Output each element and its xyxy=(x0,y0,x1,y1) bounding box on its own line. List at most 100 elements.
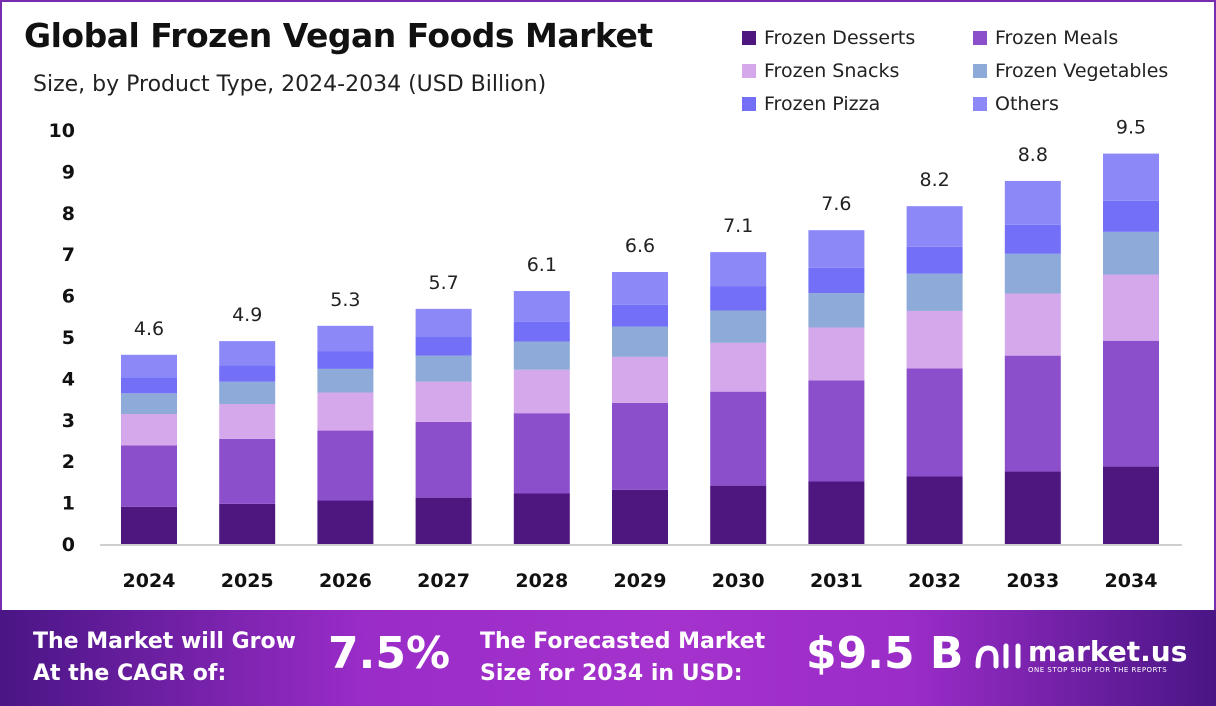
total-label: 7.1 xyxy=(723,215,753,237)
bar-segment xyxy=(612,272,668,305)
bar-segment xyxy=(219,341,276,366)
bar-segment xyxy=(121,414,177,446)
total-label: 6.1 xyxy=(527,254,557,276)
legend-item: Others xyxy=(973,92,1202,116)
logo-name: market.us xyxy=(1028,635,1188,668)
bar-segment xyxy=(1103,274,1159,341)
bar-segment xyxy=(121,445,177,507)
chart-subtitle: Size, by Product Type, 2024-2034 (USD Bi… xyxy=(33,72,547,97)
bar-segment xyxy=(906,476,963,544)
bar-segment xyxy=(219,381,276,405)
cagr-label-line1: The Market will Grow xyxy=(33,629,296,654)
logo-tagline: ONE STOP SHOP FOR THE REPORTS xyxy=(1028,666,1168,674)
x-tick-label: 2028 xyxy=(515,570,568,592)
total-label: 5.7 xyxy=(428,272,458,294)
bar-segment xyxy=(513,291,570,322)
bar-segment xyxy=(906,273,963,311)
bar-segment xyxy=(121,377,177,394)
legend-label: Frozen Pizza xyxy=(764,93,881,115)
legend-swatch xyxy=(973,97,987,111)
legend-swatch xyxy=(742,97,756,111)
bar-segment xyxy=(415,336,472,356)
total-label: 9.5 xyxy=(1116,117,1146,139)
bar-segment xyxy=(1103,340,1159,467)
x-tick-label: 2030 xyxy=(712,570,765,592)
bar-segment xyxy=(906,206,963,247)
bar-segment xyxy=(1004,471,1061,544)
bar-segment xyxy=(1004,355,1061,472)
legend-swatch xyxy=(742,64,756,78)
x-tick-label: 2031 xyxy=(810,570,863,592)
total-label: 8.8 xyxy=(1018,144,1048,166)
bar-segment xyxy=(612,402,668,490)
bar-segment xyxy=(317,500,374,544)
bar-segment xyxy=(808,380,865,482)
bar-segment xyxy=(121,354,177,378)
legend-label: Frozen Snacks xyxy=(764,60,900,82)
bar-segment xyxy=(121,506,177,544)
bar-segment xyxy=(1004,224,1061,254)
bar-segment xyxy=(513,341,570,370)
y-tick-label: 4 xyxy=(62,368,75,390)
stacked-bar-chart: 0 1 2 3 4 5 6 7 8 9 10 4.6 2024 4.9 2025 5.3 2026 5.7 2027… xyxy=(49,117,1182,592)
market-us-logo: market.us ONE STOP SHOP FOR THE REPORTS xyxy=(972,636,1187,676)
forecast-label-line2: Size for 2034 in USD: xyxy=(480,661,743,686)
bar-segment xyxy=(710,485,767,544)
bar-segment xyxy=(1004,293,1061,356)
legend-label: Frozen Meals xyxy=(995,27,1119,49)
legend-item: Frozen Vegetables xyxy=(973,59,1202,83)
logo-icon xyxy=(975,643,1021,669)
legend-swatch xyxy=(973,64,987,78)
y-tick-label: 7 xyxy=(62,244,75,266)
bar-segment xyxy=(415,308,472,337)
x-tick-label: 2032 xyxy=(908,570,961,592)
legend-item: Frozen Desserts xyxy=(742,26,973,50)
legend: Frozen Desserts Frozen Meals Frozen Snacks… xyxy=(742,26,1202,116)
total-label: 7.6 xyxy=(821,193,851,215)
cagr-label-line2: At the CAGR of: xyxy=(33,661,227,686)
x-tick-label: 2029 xyxy=(614,570,667,592)
legend-label: Frozen Vegetables xyxy=(995,60,1169,82)
total-label: 4.9 xyxy=(232,304,262,326)
legend-swatch xyxy=(742,31,756,45)
bar-segment xyxy=(612,304,668,327)
bar-segment xyxy=(415,381,472,422)
bar-segment xyxy=(808,327,865,381)
bar-segment xyxy=(513,413,570,494)
bar-segment xyxy=(612,489,668,544)
legend-item: Frozen Snacks xyxy=(742,59,973,83)
bar-segment xyxy=(415,421,472,498)
bar-segment xyxy=(513,369,570,414)
x-tick-label: 2027 xyxy=(417,570,470,592)
bar-segment xyxy=(808,230,865,268)
y-tick-label: 1 xyxy=(62,493,75,515)
bar-segment xyxy=(219,438,276,504)
bar-segment xyxy=(808,267,865,294)
bar-segment xyxy=(415,497,472,544)
total-label: 8.2 xyxy=(919,169,949,191)
legend-item: Frozen Meals xyxy=(973,26,1202,50)
y-tick-label: 0 xyxy=(62,534,75,556)
bar-segment xyxy=(219,365,276,382)
legend-label: Frozen Desserts xyxy=(764,27,916,49)
bar-segment xyxy=(317,368,374,393)
bar-segment xyxy=(710,252,767,287)
cagr-value: 7.5% xyxy=(328,628,451,679)
bar-segment xyxy=(317,430,374,501)
bar-segment xyxy=(1103,466,1159,544)
bar-segment xyxy=(1004,253,1061,294)
y-tick-label: 10 xyxy=(49,120,75,142)
total-label: 6.6 xyxy=(625,235,655,257)
bar-segment xyxy=(710,391,767,486)
bar-segment xyxy=(710,342,767,392)
bar-segment xyxy=(1103,153,1159,201)
total-label: 5.3 xyxy=(330,289,360,311)
y-tick-label: 9 xyxy=(62,161,75,183)
legend-label: Others xyxy=(995,93,1059,115)
legend-item: Frozen Pizza xyxy=(742,92,973,116)
bar-segment xyxy=(513,493,570,544)
bar-segment xyxy=(415,355,472,382)
bar-segment xyxy=(513,321,570,342)
bar-segment xyxy=(1103,200,1159,232)
forecast-label: The Forecasted Market Size for 2034 in U… xyxy=(480,626,765,690)
